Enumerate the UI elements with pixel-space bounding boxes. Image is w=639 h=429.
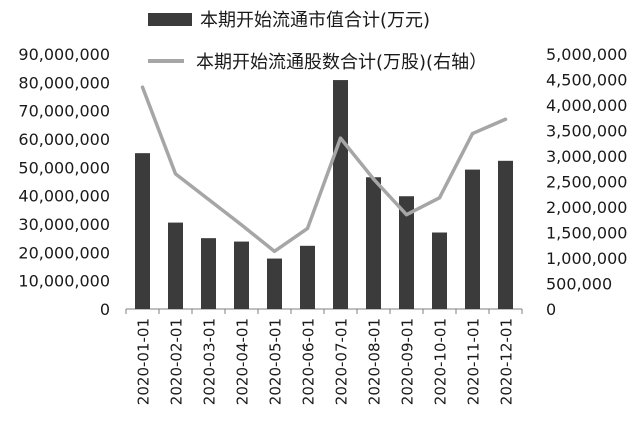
x-axis-tick-label: 2020-02-01 — [168, 318, 186, 405]
x-axis-tick-label: 2020-07-01 — [333, 318, 351, 405]
left-axis-tick-label: 40,000,000 — [18, 187, 110, 206]
right-axis-tick-labels: 0 500,000 1,000,000 1,500,000 2,000,000 2,500… — [546, 45, 627, 319]
bar — [465, 169, 480, 309]
line-point — [141, 85, 144, 89]
x-axis-tick-label: 2020-05-01 — [267, 318, 285, 405]
line-point — [405, 213, 408, 217]
x-axis-tick-label: 2020-04-01 — [234, 318, 252, 405]
legend: 本期开始流通市值合计(万元) 本期开始流通股数合计(万股)(右轴） — [0, 0, 639, 80]
plot-area — [125, 308, 523, 314]
right-axis-tick-label: 1,500,000 — [546, 224, 627, 243]
legend-item-line: 本期开始流通股数合计(万股)(右轴） — [148, 48, 487, 74]
bar-series — [135, 80, 513, 309]
legend-line-label: 本期开始流通股数合计(万股)(右轴） — [196, 52, 488, 73]
line-point — [339, 136, 342, 140]
left-axis-tick-label: 70,000,000 — [18, 102, 110, 121]
legend-bar-swatch — [148, 12, 192, 26]
x-axis-tick-label: 2020-01-01 — [135, 318, 153, 405]
x-axis-tick-label: 2020-09-01 — [399, 318, 417, 405]
legend-line-swatch — [148, 59, 184, 63]
left-axis-tick-label: 80,000,000 — [18, 73, 110, 92]
line-point — [372, 177, 375, 181]
bar — [432, 232, 447, 309]
line-point — [504, 117, 507, 121]
right-axis-tick-label: 4,500,000 — [546, 71, 627, 90]
left-axis-tick-labels: 0 10,000,000 20,000,000 30,000,000 40,000,00… — [18, 45, 110, 319]
line-point — [438, 196, 441, 200]
right-axis-tick-label: 2,000,000 — [546, 198, 627, 217]
x-axis-tick-label: 2020-06-01 — [300, 318, 318, 405]
legend-item-bar: 本期开始流通市值合计(万元) — [148, 6, 430, 32]
bar — [399, 196, 414, 309]
x-axis-tick-labels: 2020-01-01 2020-02-01 2020-03-01 2020-04-01… — [135, 318, 516, 405]
x-axis-tick-label: 2020-12-01 — [498, 318, 516, 405]
right-axis-tick-label: 1,000,000 — [546, 249, 627, 268]
left-axis-tick-label: 30,000,000 — [18, 215, 110, 234]
bar — [333, 80, 348, 309]
x-axis-tick-label: 2020-10-01 — [432, 318, 450, 405]
bar — [201, 238, 216, 309]
right-axis-tick-label: 3,500,000 — [546, 122, 627, 141]
left-axis-tick-label: 20,000,000 — [18, 243, 110, 262]
left-axis-tick-label: 60,000,000 — [18, 130, 110, 149]
right-axis-tick-label: 500,000 — [546, 275, 612, 294]
line-series-path — [140, 85, 508, 254]
bar — [300, 245, 315, 309]
left-axis-tick-label: 10,000,000 — [18, 272, 110, 291]
bar — [234, 241, 249, 309]
bar — [366, 177, 381, 309]
right-axis-tick-label: 0 — [546, 300, 556, 319]
bar — [267, 258, 282, 309]
x-axis-tick-label: 2020-11-01 — [465, 318, 483, 405]
bar — [498, 160, 513, 309]
left-axis-tick-label: 0 — [100, 300, 110, 319]
right-axis-tick-label: 3,000,000 — [546, 147, 627, 166]
bar — [135, 153, 150, 309]
line-point — [273, 249, 276, 253]
legend-bar-label: 本期开始流通市值合计(万元) — [200, 10, 431, 31]
line-point — [240, 223, 243, 227]
right-axis-tick-label: 5,000,000 — [546, 45, 627, 64]
x-axis-tick-label: 2020-08-01 — [366, 318, 384, 405]
line-point — [306, 226, 309, 230]
bar — [168, 222, 183, 309]
left-axis-tick-label: 50,000,000 — [18, 158, 110, 177]
right-axis-tick-label: 4,000,000 — [546, 96, 627, 115]
left-axis-tick-label: 90,000,000 — [18, 45, 110, 64]
line-point — [471, 132, 474, 136]
x-axis-tick-label: 2020-03-01 — [201, 318, 219, 405]
right-axis-tick-label: 2,500,000 — [546, 173, 627, 192]
line-point — [207, 197, 210, 201]
line-series — [140, 85, 508, 254]
line-point — [174, 172, 177, 176]
